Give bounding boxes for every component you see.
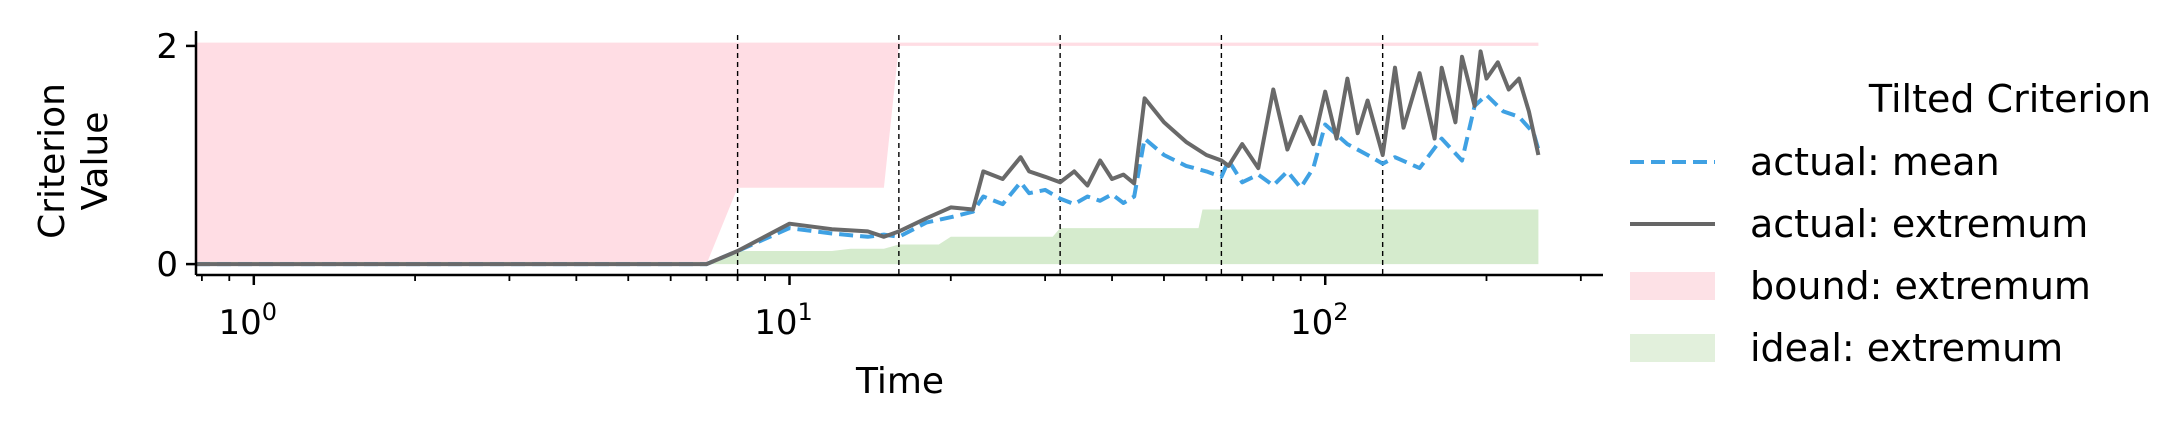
x-ticks: 100 101 102 — [200, 275, 1582, 343]
legend-entry-ideal-extremum-label: ideal: extremum — [1750, 326, 2063, 370]
x-tick-label: 100 — [219, 298, 278, 343]
legend-title: Tilted Criterion — [1868, 77, 2151, 121]
area-ideal-extremum — [196, 209, 1539, 265]
area-layer — [196, 42, 1539, 265]
y-tick-label: 0 — [156, 245, 178, 285]
y-ticks: 02 — [156, 27, 196, 285]
y-axis-label-line1: Criterion — [32, 83, 73, 239]
legend-entry-actual-mean-label: actual: mean — [1750, 140, 2000, 184]
legend-entry-ideal-extremum-swatch — [1630, 334, 1715, 362]
legend-entry-bound-extremum-swatch — [1630, 272, 1715, 300]
x-axis-label: Time — [855, 361, 944, 402]
area-bound-extremum — [196, 42, 1539, 265]
y-tick-label: 2 — [156, 27, 178, 67]
legend-entry-bound-extremum-label: bound: extremum — [1750, 264, 2091, 308]
legend: Tilted Criterion actual: mean actual: ext… — [1630, 77, 2151, 370]
legend-entry-actual-extremum-label: actual: extremum — [1750, 202, 2088, 246]
axes — [194, 31, 1603, 277]
y-axis-label-line2: Value — [75, 112, 116, 211]
x-tick-label: 101 — [754, 298, 813, 343]
line-layer — [196, 49, 1541, 267]
x-tick-label: 102 — [1290, 298, 1349, 343]
series-line-actual-extremum — [196, 49, 1541, 267]
series-line-actual-mean — [196, 93, 1541, 267]
